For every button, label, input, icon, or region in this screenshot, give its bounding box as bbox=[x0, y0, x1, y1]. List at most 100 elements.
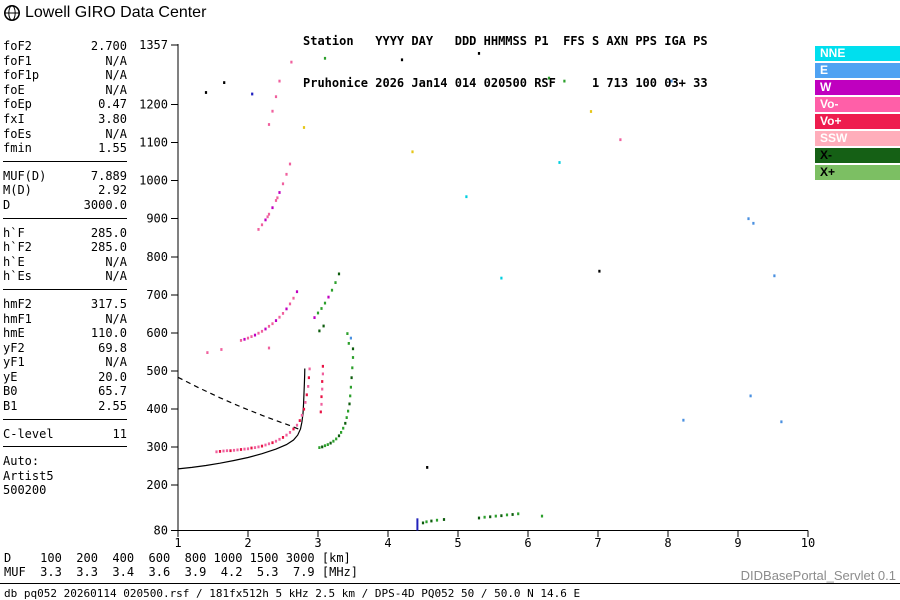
param-value: 285.0 bbox=[90, 240, 127, 255]
param-label: D bbox=[3, 197, 11, 212]
param-label: fmin bbox=[3, 141, 32, 156]
param-value: N/A bbox=[105, 126, 127, 141]
svg-text:8: 8 bbox=[664, 536, 671, 550]
legend-item-Vo-: Vo- bbox=[815, 97, 900, 112]
station-header-values: Pruhonice 2026 Jan14 014 020500 RSF 1 71… bbox=[303, 76, 708, 90]
param-row-hmF2: hmF2 317.5 bbox=[3, 297, 127, 312]
param-row-foF1: foF1 N/A bbox=[3, 54, 127, 69]
param-value: 110.0 bbox=[90, 326, 127, 341]
param-row-foEp: foEp 0.47 bbox=[3, 97, 127, 112]
svg-text:600: 600 bbox=[146, 326, 168, 340]
param-label: foF1 bbox=[3, 53, 32, 68]
param-label: C-level bbox=[3, 426, 54, 441]
param-value: 20.0 bbox=[98, 369, 127, 384]
svg-text:10: 10 bbox=[801, 536, 815, 550]
svg-text:700: 700 bbox=[146, 288, 168, 302]
svg-text:1: 1 bbox=[174, 536, 181, 550]
svg-text:9: 9 bbox=[734, 536, 741, 550]
svg-text:1100: 1100 bbox=[139, 136, 168, 150]
station-header: Station YYYY DAY DDD HHMMSS P1 FFS S AXN… bbox=[303, 6, 708, 118]
param-row-foF1p: foF1p N/A bbox=[3, 68, 127, 83]
legend-item-E: E bbox=[815, 63, 900, 78]
brand-title: Lowell GIRO Data Center bbox=[25, 4, 207, 21]
param-label: B1 bbox=[3, 399, 18, 414]
param-label: hmF1 bbox=[3, 311, 32, 326]
param-label: B0 bbox=[3, 384, 18, 399]
param-row-yE: yE 20.0 bbox=[3, 370, 127, 385]
param-row-B0: B0 65.7 bbox=[3, 384, 127, 399]
param-value: 2.92 bbox=[98, 183, 127, 198]
echo-legend: NNE E W Vo- Vo+ SSW X- X+ bbox=[815, 46, 900, 182]
station-header-columns: Station YYYY DAY DDD HHMMSS P1 FFS S AXN… bbox=[303, 34, 708, 48]
param-label: hmF2 bbox=[3, 296, 32, 311]
param-row-hmE: hmE 110.0 bbox=[3, 326, 127, 341]
auto-block: Auto: Artist5 500200 bbox=[3, 454, 127, 498]
brand-link[interactable]: Lowell GIRO Data Center bbox=[3, 4, 206, 22]
legend-item-X-: X- bbox=[815, 148, 900, 163]
param-value: 285.0 bbox=[90, 225, 127, 240]
svg-text:400: 400 bbox=[146, 402, 168, 416]
param-label: hmE bbox=[3, 326, 25, 341]
transmission-curve bbox=[177, 376, 299, 430]
param-row-foEs: foEs N/A bbox=[3, 127, 127, 142]
param-label: h`F2 bbox=[3, 240, 32, 255]
svg-text:900: 900 bbox=[146, 212, 168, 226]
param-group: h`F 285.0 h`F2 285.0 h`E N/A h`Es N/A bbox=[3, 226, 127, 290]
divider bbox=[0, 583, 900, 584]
param-value: 65.7 bbox=[98, 384, 127, 399]
param-row-h`E: h`E N/A bbox=[3, 255, 127, 270]
svg-text:200: 200 bbox=[146, 478, 168, 492]
legend-item-X+: X+ bbox=[815, 165, 900, 180]
param-value: N/A bbox=[105, 269, 127, 284]
svg-text:7: 7 bbox=[594, 536, 601, 550]
param-row-yF1: yF1 N/A bbox=[3, 355, 127, 370]
param-row-h`F: h`F 285.0 bbox=[3, 226, 127, 241]
param-group: C-level 11 bbox=[3, 427, 127, 448]
svg-text:1200: 1200 bbox=[139, 98, 168, 112]
param-value: N/A bbox=[105, 254, 127, 269]
svg-text:2: 2 bbox=[244, 536, 251, 550]
param-row-hmF1: hmF1 N/A bbox=[3, 312, 127, 327]
svg-text:300: 300 bbox=[146, 440, 168, 454]
param-value: N/A bbox=[105, 355, 127, 370]
auto-label: Auto: bbox=[3, 454, 40, 469]
param-label: foE bbox=[3, 82, 25, 97]
param-row-MUF(D): MUF(D) 7.889 bbox=[3, 169, 127, 184]
parameter-panel: foF2 2.700 foF1 N/A foF1p N/A foE N/A foEp 0.47 fx… bbox=[3, 39, 127, 498]
param-row-M(D): M(D) 2.92 bbox=[3, 183, 127, 198]
param-value: 3000.0 bbox=[83, 197, 127, 212]
param-label: h`F bbox=[3, 225, 25, 240]
svg-text:1357: 1357 bbox=[139, 38, 168, 52]
parameter-groups: foF2 2.700 foF1 N/A foF1p N/A foE N/A foEp 0.47 fx… bbox=[3, 39, 127, 448]
legend-item-W: W bbox=[815, 80, 900, 95]
param-value: N/A bbox=[105, 68, 127, 83]
param-row-foE: foE N/A bbox=[3, 83, 127, 98]
ionogram-echo-points bbox=[204, 52, 783, 525]
param-label: M(D) bbox=[3, 183, 32, 198]
param-row-h`F2: h`F2 285.0 bbox=[3, 240, 127, 255]
param-value: N/A bbox=[105, 53, 127, 68]
param-label: foEs bbox=[3, 126, 32, 141]
param-group: hmF2 317.5 hmF1 N/A hmE 110.0 yF2 69.8 yF1 N/A yE 2… bbox=[3, 297, 127, 420]
param-row-C-level: C-level 11 bbox=[3, 427, 127, 442]
param-value: 1.55 bbox=[98, 141, 127, 156]
svg-text:80: 80 bbox=[154, 524, 168, 538]
param-label: foF2 bbox=[3, 39, 32, 53]
param-label: foEp bbox=[3, 97, 32, 112]
param-label: MUF(D) bbox=[3, 168, 47, 183]
param-label: foF1p bbox=[3, 68, 40, 83]
svg-text:1000: 1000 bbox=[139, 174, 168, 188]
param-label: yE bbox=[3, 369, 18, 384]
svg-text:800: 800 bbox=[146, 250, 168, 264]
param-value: 2.55 bbox=[98, 399, 127, 414]
legend-item-Vo+: Vo+ bbox=[815, 114, 900, 129]
param-row-h`Es: h`Es N/A bbox=[3, 269, 127, 284]
param-group: MUF(D) 7.889 M(D) 2.92 D 3000.0 bbox=[3, 169, 127, 219]
legend-item-SSW: SSW bbox=[815, 131, 900, 146]
param-row-B1: B1 2.55 bbox=[3, 399, 127, 414]
param-label: h`Es bbox=[3, 269, 32, 284]
svg-text:500: 500 bbox=[146, 364, 168, 378]
param-value: N/A bbox=[105, 82, 127, 97]
